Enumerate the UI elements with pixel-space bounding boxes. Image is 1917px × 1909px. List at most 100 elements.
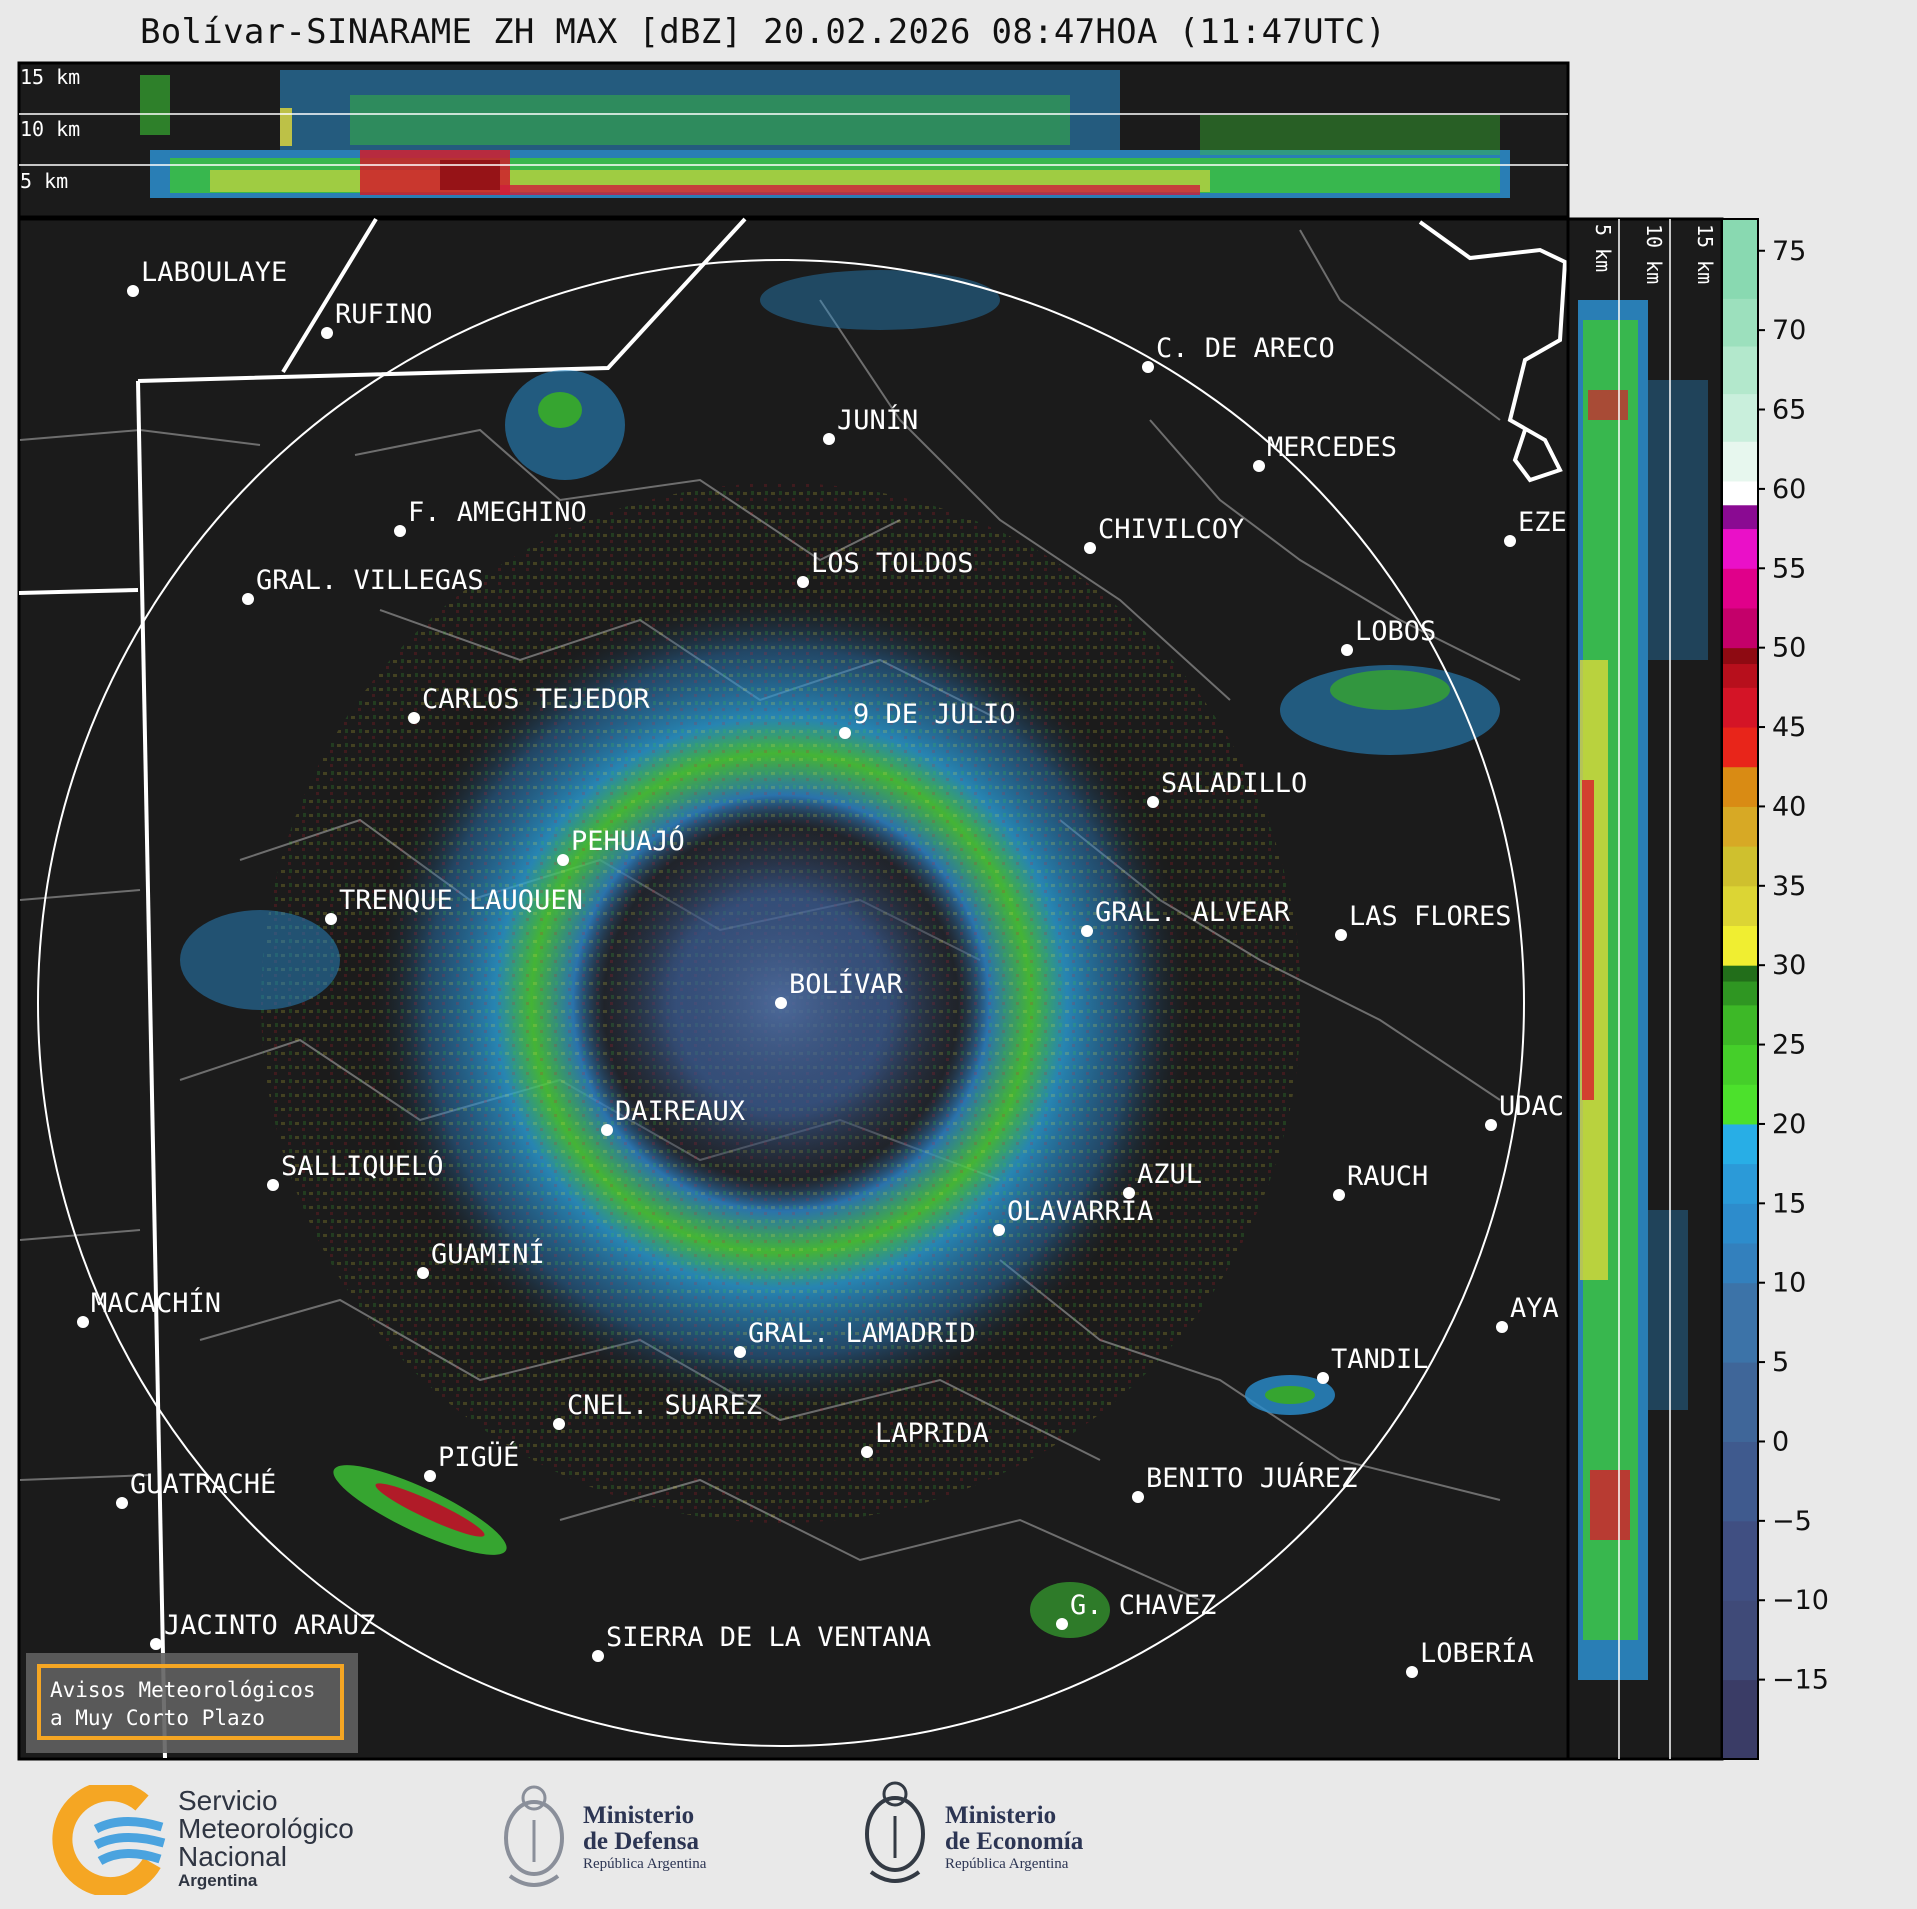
economia-line-3: República Argentina bbox=[945, 1856, 1069, 1872]
city-marker: MERCEDES bbox=[1253, 432, 1397, 472]
defensa-line-1: Ministerio bbox=[583, 1802, 695, 1829]
city-dot bbox=[116, 1497, 128, 1509]
city-dot bbox=[1485, 1119, 1497, 1131]
colorbar-tick-label: 50 bbox=[1772, 633, 1806, 664]
city-dot bbox=[394, 525, 406, 537]
colorbar-tick-label: 40 bbox=[1772, 791, 1806, 822]
city-marker: LOS TOLDOS bbox=[797, 548, 974, 588]
economia-line-1: Ministerio bbox=[945, 1802, 1057, 1829]
city-marker: CHIVILCOY bbox=[1084, 514, 1244, 554]
city-marker: LOBERÍA bbox=[1406, 1637, 1534, 1678]
top-height-label: 5 km bbox=[20, 169, 68, 193]
colorbar-tick-label: 30 bbox=[1772, 950, 1806, 981]
colorbar-tick-label: 65 bbox=[1772, 395, 1806, 426]
city-label: TRENQUE LAUQUEN bbox=[339, 885, 583, 916]
city-marker: GRAL. LAMADRID bbox=[734, 1318, 976, 1358]
city-dot bbox=[1341, 644, 1353, 656]
smn-line-2: Meteorológico bbox=[178, 1813, 354, 1844]
colorbar-segment bbox=[1722, 346, 1758, 395]
city-marker: TRENQUE LAUQUEN bbox=[325, 885, 583, 925]
coat-of-arms-icon bbox=[865, 1781, 925, 1883]
city-marker: PIGÜÉ bbox=[424, 1441, 519, 1482]
defensa-line-2: de Defensa bbox=[583, 1828, 699, 1855]
colorbar-tick-label: 25 bbox=[1772, 1030, 1806, 1061]
city-dot bbox=[127, 285, 139, 297]
city-label: CARLOS TEJEDOR bbox=[422, 684, 650, 715]
city-marker: SIERRA DE LA VENTANA bbox=[592, 1622, 931, 1662]
city-label: PIGÜÉ bbox=[438, 1441, 519, 1473]
city-dot bbox=[1132, 1491, 1144, 1503]
city-marker: CARLOS TEJEDOR bbox=[408, 684, 650, 724]
city-marker: LABOULAYE bbox=[127, 257, 287, 297]
city-dot bbox=[839, 727, 851, 739]
colorbar-segment bbox=[1722, 1084, 1758, 1125]
city-dot bbox=[734, 1346, 746, 1358]
city-label: SIERRA DE LA VENTANA bbox=[606, 1622, 931, 1653]
city-label: GRAL. ALVEAR bbox=[1095, 897, 1291, 928]
colorbar-segment bbox=[1722, 298, 1758, 347]
city-label: SALLIQUELÓ bbox=[281, 1150, 444, 1182]
city-dot bbox=[150, 1638, 162, 1650]
alert-line-2: a Muy Corto Plazo bbox=[50, 1706, 265, 1730]
storm-cells bbox=[180, 270, 1500, 1638]
city-dot bbox=[321, 327, 333, 339]
colorbar-segment bbox=[1722, 441, 1758, 482]
colorbar-tick-label: 0 bbox=[1772, 1426, 1789, 1457]
city-label: EZE bbox=[1518, 507, 1567, 538]
colorbar-tick-label: 45 bbox=[1772, 712, 1806, 743]
defensa-line-3: República Argentina bbox=[583, 1856, 707, 1872]
city-label: BENITO JUÁREZ bbox=[1146, 1462, 1357, 1494]
city-label: MACACHÍN bbox=[91, 1287, 221, 1319]
colorbar-segment bbox=[1722, 504, 1758, 530]
colorbar-frame bbox=[1721, 218, 1759, 1760]
colorbar-tick-label: −15 bbox=[1772, 1665, 1829, 1696]
colorbar-segment bbox=[1722, 1203, 1758, 1244]
colorbar-tick-label: 20 bbox=[1772, 1109, 1806, 1140]
right-height-label: 15 km bbox=[1693, 224, 1717, 284]
city-label: MERCEDES bbox=[1267, 432, 1397, 463]
city-marker: G. CHAVEZ bbox=[1056, 1590, 1216, 1630]
city-dot bbox=[242, 593, 254, 605]
city-dot bbox=[1081, 925, 1093, 937]
city-marker: JACINTO ARAUZ bbox=[150, 1610, 375, 1650]
city-label: UDAC bbox=[1499, 1091, 1564, 1122]
city-label: LOBOS bbox=[1355, 616, 1436, 647]
city-dot bbox=[1253, 460, 1265, 472]
right-cross-section-panel: 5 km 10 km 15 km bbox=[1566, 217, 1724, 1761]
city-dot bbox=[267, 1179, 279, 1191]
radar-map-panel: LABOULAYE RUFINO C. DE ARECO JUNÍN MERCEDES F… bbox=[17, 217, 1570, 1761]
city-marker: DAIREAUX bbox=[601, 1096, 745, 1136]
colorbar-segment bbox=[1722, 1600, 1758, 1681]
city-label: GUATRACHÉ bbox=[130, 1468, 276, 1500]
colorbar-segment bbox=[1722, 1520, 1758, 1601]
coat-of-arms-icon bbox=[504, 1785, 564, 1887]
city-dot bbox=[823, 433, 835, 445]
city-marker: PEHUAJÓ bbox=[557, 825, 685, 866]
city-dot bbox=[77, 1316, 89, 1328]
city-marker: JUNÍN bbox=[823, 404, 918, 445]
top-cross-section-panel: 15 km 10 km 5 km bbox=[17, 61, 1570, 219]
city-label: C. DE ARECO bbox=[1156, 333, 1335, 364]
colorbar-segment bbox=[1722, 1362, 1758, 1442]
city-label: SALADILLO bbox=[1161, 768, 1307, 799]
right-height-label: 5 km bbox=[1591, 224, 1615, 272]
city-marker: AZUL bbox=[1123, 1159, 1202, 1199]
city-marker: SALADILLO bbox=[1147, 768, 1307, 808]
city-marker: GUATRACHÉ bbox=[116, 1468, 276, 1509]
city-dot bbox=[1123, 1187, 1135, 1199]
colorbar-segment bbox=[1722, 647, 1758, 665]
city-label: G. CHAVEZ bbox=[1070, 1590, 1216, 1621]
colorbar-segment bbox=[1722, 1123, 1758, 1165]
city-label: LAPRIDA bbox=[875, 1418, 989, 1449]
colorbar-segment bbox=[1722, 1441, 1758, 1522]
city-marker: CNEL. SUAREZ bbox=[553, 1390, 762, 1430]
city-dot bbox=[1333, 1189, 1345, 1201]
colorbar-tick-label: 5 bbox=[1772, 1347, 1789, 1378]
city-dot bbox=[557, 854, 569, 866]
colorbar-segment bbox=[1722, 766, 1758, 807]
city-label: 9 DE JULIO bbox=[853, 699, 1016, 730]
smn-emblem-icon bbox=[52, 1785, 166, 1895]
colorbar-tick-label: 35 bbox=[1772, 871, 1806, 902]
city-dot bbox=[1496, 1321, 1508, 1333]
city-label: RAUCH bbox=[1347, 1161, 1428, 1192]
